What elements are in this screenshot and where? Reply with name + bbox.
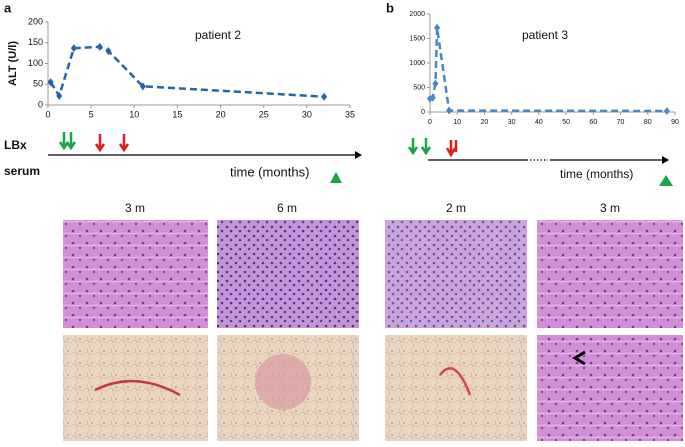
y-tick-label: 1000 (409, 60, 425, 67)
data-point (321, 92, 328, 101)
y-tick-label: 200 (28, 16, 43, 26)
timeline-label: LBx (4, 138, 27, 152)
x-tick-label: 30 (508, 119, 516, 126)
timeline-label: serum (4, 164, 40, 178)
data-point (429, 93, 436, 102)
data-point (434, 23, 441, 32)
x-tick-label: 70 (617, 119, 625, 126)
x-tick-label: 15 (172, 109, 182, 119)
data-point (96, 42, 103, 51)
timeline-a (48, 132, 362, 183)
y-tick-label: 0 (38, 99, 43, 109)
x-tick-label: 0 (428, 119, 432, 126)
y-tick-label: 150 (28, 37, 43, 47)
chart-title: patient 2 (195, 28, 241, 42)
chart-title: patient 3 (522, 28, 568, 42)
x-tick-label: 5 (89, 109, 94, 119)
x-tick-label: 80 (644, 119, 652, 126)
y-tick-label: 500 (413, 84, 425, 91)
data-point (446, 106, 453, 115)
image-label: 6 m (277, 201, 297, 215)
x-tick-label: 0 (45, 109, 50, 119)
x-tick-label: 25 (259, 109, 269, 119)
y-tick-label: 100 (28, 58, 43, 68)
x-tick-label: 40 (535, 119, 543, 126)
image-label: 3 m (600, 201, 620, 215)
data-point (47, 78, 54, 87)
image-label: 2 m (446, 201, 466, 215)
x-tick-label: 20 (481, 119, 489, 126)
x-tick-label: 90 (671, 119, 679, 126)
y-tick-label: 2000 (409, 11, 425, 18)
y-axis-label: ALT (U/l) (7, 41, 19, 86)
y-tick-label: 1500 (409, 35, 425, 42)
panel-label: b (386, 0, 394, 15)
histology-images (63, 220, 683, 441)
x-tick-label: 50 (562, 119, 570, 126)
x-tick-label: 20 (216, 109, 226, 119)
data-point (663, 107, 670, 116)
image-label: 3 m (125, 201, 145, 215)
data-point (56, 91, 63, 100)
timeline-caption: time (months) (560, 167, 633, 181)
x-tick-label: 60 (589, 119, 597, 126)
series-line (49, 45, 325, 99)
data-point (432, 79, 439, 88)
x-tick-label: 35 (345, 109, 355, 119)
timeline-caption: time (months) (230, 164, 309, 179)
y-tick-label: 50 (33, 79, 43, 89)
timeline-b (407, 138, 673, 186)
x-tick-label: 10 (129, 109, 139, 119)
x-tick-label: 10 (453, 119, 461, 126)
data-point (139, 82, 146, 91)
panel-label: a (4, 0, 12, 15)
data-point (105, 47, 112, 56)
x-tick-label: 30 (302, 109, 312, 119)
data-point (70, 44, 77, 53)
y-tick-label: 0 (421, 109, 425, 116)
